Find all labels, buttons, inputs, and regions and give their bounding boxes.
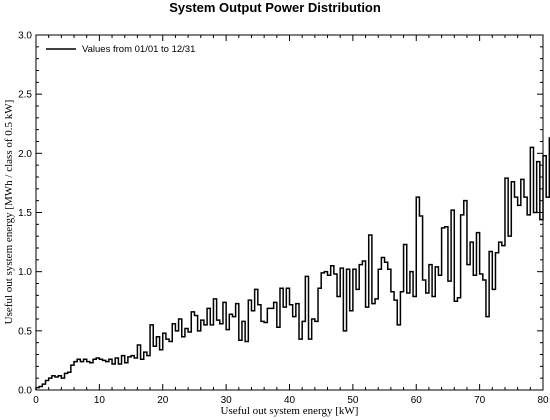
y-tick-label: 2.0 bbox=[18, 149, 32, 160]
x-axis-title: Useful out system energy [kW] bbox=[221, 405, 359, 417]
plot-frame bbox=[35, 34, 544, 391]
y-axis-title: Useful out system energy [MWh / class of… bbox=[3, 100, 15, 325]
y-tick-label: 1.5 bbox=[18, 208, 32, 219]
legend: Values from 01/01 to 12/31 bbox=[46, 44, 195, 55]
histogram-series-line bbox=[35, 137, 550, 390]
x-tick-label: 30 bbox=[221, 395, 233, 406]
x-tick-label: 80 bbox=[537, 395, 549, 406]
y-tick-label: 1.0 bbox=[18, 267, 32, 278]
y-tick-label: 0.0 bbox=[18, 386, 32, 397]
legend-label: Values from 01/01 to 12/31 bbox=[82, 44, 195, 55]
x-tick-labels: 0 10 20 30 40 50 60 70 80 bbox=[33, 395, 549, 406]
x-tick-label: 20 bbox=[157, 395, 169, 406]
plot-area bbox=[36, 35, 543, 390]
x-tick-label: 50 bbox=[347, 395, 359, 406]
x-tick-label: 60 bbox=[411, 395, 423, 406]
x-tick-label: 40 bbox=[284, 395, 296, 406]
y-tick-label: 0.5 bbox=[18, 326, 32, 337]
chart-title: System Output Power Distribution bbox=[169, 0, 381, 15]
x-tick-label: 10 bbox=[94, 395, 106, 406]
y-tick-label: 2.5 bbox=[18, 90, 32, 101]
y-tick-labels: 0.0 0.5 1.0 1.5 2.0 2.5 3.0 bbox=[18, 31, 32, 397]
y-tick-label: 3.0 bbox=[18, 31, 32, 42]
x-tick-label: 70 bbox=[474, 395, 486, 406]
x-tick-label: 0 bbox=[33, 395, 39, 406]
